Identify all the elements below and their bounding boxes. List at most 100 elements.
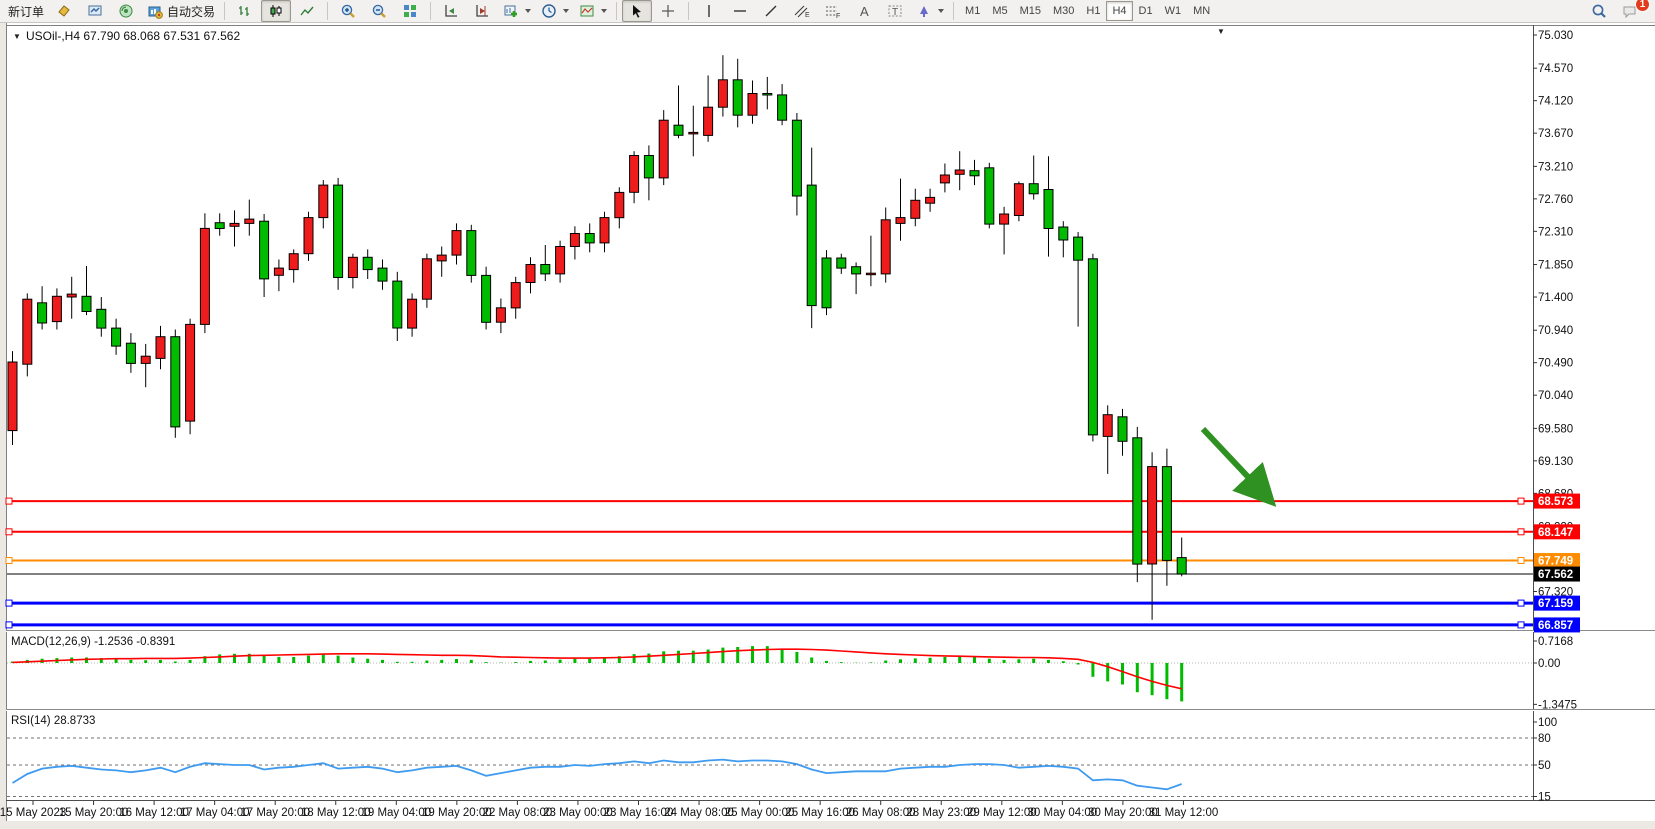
toolbar-separator xyxy=(688,2,690,20)
horizontal-line-button[interactable] xyxy=(725,0,755,22)
crosshair-button[interactable] xyxy=(653,0,683,22)
bar-chart-button[interactable] xyxy=(230,0,260,22)
pane-separator-rsi[interactable] xyxy=(6,709,1655,711)
cursor-button[interactable] xyxy=(622,0,653,22)
svg-text:72.760: 72.760 xyxy=(1538,194,1573,206)
horizontal-line-objects[interactable] xyxy=(5,497,1533,629)
channel-icon: E xyxy=(793,2,811,20)
vertical-line-icon xyxy=(700,2,718,20)
timeframe-m5-button[interactable]: M5 xyxy=(992,5,1008,17)
svg-text:25 May 16:00: 25 May 16:00 xyxy=(785,807,855,819)
macd-label: MACD(12,26,9) -1.2536 -0.8391 xyxy=(11,636,175,648)
svg-text:A: A xyxy=(860,4,869,19)
svg-text:0.7168: 0.7168 xyxy=(1538,636,1573,648)
svg-text:75.030: 75.030 xyxy=(1538,30,1573,42)
bar-chart-icon xyxy=(236,2,254,20)
svg-text:26 May 08:00: 26 May 08:00 xyxy=(846,807,916,819)
svg-text:15: 15 xyxy=(1538,792,1551,804)
svg-text:23 May 00:00: 23 May 00:00 xyxy=(543,807,613,819)
line-chart-button[interactable] xyxy=(292,0,322,22)
timeframe-m15-button[interactable]: M15 xyxy=(1019,5,1041,17)
svg-text:71.850: 71.850 xyxy=(1538,260,1573,272)
svg-text:25 May 00:00: 25 May 00:00 xyxy=(725,807,795,819)
svg-text:71.400: 71.400 xyxy=(1538,292,1573,304)
new-chart-icon xyxy=(502,2,520,20)
pane-separator-macd[interactable] xyxy=(6,630,1655,632)
timeframe-m1-button[interactable]: M1 xyxy=(965,5,981,17)
notifications-button[interactable]: 1 xyxy=(1615,0,1650,22)
new-order-button[interactable]: 新订单 xyxy=(4,0,48,22)
new-order-ticket-button[interactable] xyxy=(49,0,79,22)
toolbar: 新订单 自动交易 xyxy=(0,0,1655,23)
terminal-button[interactable] xyxy=(80,0,110,22)
candlestick-chart-button[interactable] xyxy=(261,0,292,22)
zoom-in-button[interactable] xyxy=(333,0,363,22)
timeframe-mn-button[interactable]: MN xyxy=(1193,5,1211,17)
period-button[interactable] xyxy=(536,0,573,22)
chevron-down-icon xyxy=(938,9,945,13)
svg-text:67.159: 67.159 xyxy=(1538,598,1573,610)
macd-pane: 0.7168 0.00 -1.3475 xyxy=(7,636,1577,711)
chart-collapse-icon[interactable]: ▼ xyxy=(1217,27,1225,36)
chart-shift-button[interactable] xyxy=(467,0,497,22)
svg-text:15 May 20:00: 15 May 20:00 xyxy=(59,807,129,819)
candlestick-chart-icon xyxy=(267,2,285,20)
svg-text:24 May 08:00: 24 May 08:00 xyxy=(664,807,734,819)
fibonacci-button[interactable]: F xyxy=(818,0,848,22)
svg-text:74.120: 74.120 xyxy=(1538,96,1573,108)
vertical-line-button[interactable] xyxy=(694,0,724,22)
timeframe-h1-button[interactable]: H1 xyxy=(1086,5,1101,17)
trendline-button[interactable] xyxy=(756,0,786,22)
timeframe-d1-button[interactable]: D1 xyxy=(1138,5,1153,17)
channel-button[interactable]: E xyxy=(787,0,817,22)
text-button[interactable]: A xyxy=(849,0,879,22)
zoom-out-button[interactable] xyxy=(364,0,394,22)
auto-scroll-button[interactable] xyxy=(436,0,466,22)
horizontal-line-icon xyxy=(731,2,749,20)
fibonacci-icon: F xyxy=(824,2,842,20)
notification-badge: 1 xyxy=(1635,0,1650,12)
svg-text:19 May 04:00: 19 May 04:00 xyxy=(361,807,431,819)
annotation-arrow[interactable] xyxy=(1200,426,1277,507)
chevron-down-icon xyxy=(563,9,570,13)
chart-menu-icon[interactable]: ▼ xyxy=(13,32,21,41)
auto-trading-button[interactable]: 自动交易 xyxy=(142,0,219,22)
price-axis[interactable]: 75.030 74.570 74.120 73.670 73.210 72.760 72.3… xyxy=(1533,30,1580,633)
svg-text:29 May 12:00: 29 May 12:00 xyxy=(967,807,1037,819)
new-chart-button[interactable] xyxy=(498,0,535,22)
svg-text:80: 80 xyxy=(1538,733,1551,745)
svg-text:70.040: 70.040 xyxy=(1538,390,1573,402)
timeframe-h4-button[interactable]: H4 xyxy=(1106,1,1133,21)
svg-text:100: 100 xyxy=(1538,717,1557,729)
window-bottom-edge xyxy=(0,821,1655,829)
svg-text:70.490: 70.490 xyxy=(1538,358,1573,370)
tile-windows-button[interactable] xyxy=(395,0,425,22)
new-order-label: 新订单 xyxy=(8,4,45,19)
svg-text:69.130: 69.130 xyxy=(1538,456,1573,468)
svg-text:19 May 20:00: 19 May 20:00 xyxy=(422,807,492,819)
svg-text:23 May 16:00: 23 May 16:00 xyxy=(604,807,674,819)
search-button[interactable] xyxy=(1584,0,1614,22)
template-icon xyxy=(578,2,596,20)
svg-text:E: E xyxy=(805,12,810,19)
chart-canvas: 75.030 74.570 74.120 73.670 73.210 72.760 72.3… xyxy=(0,23,1655,829)
arrows-button[interactable] xyxy=(911,0,948,22)
timeframe-buttons: M1 M5 M15 M30 H1 H4 D1 W1 MN xyxy=(959,1,1216,21)
svg-text:72.310: 72.310 xyxy=(1538,226,1573,238)
zoom-in-icon xyxy=(339,2,357,20)
toolbar-separator xyxy=(616,2,618,20)
svg-text:T: T xyxy=(892,7,898,18)
signals-button[interactable] xyxy=(111,0,141,22)
timeframe-m30-button[interactable]: M30 xyxy=(1053,5,1075,17)
svg-text:67.320: 67.320 xyxy=(1538,587,1573,599)
text-label-button[interactable]: T xyxy=(880,0,910,22)
chart-shift-icon xyxy=(473,2,491,20)
template-button[interactable] xyxy=(574,0,611,22)
svg-text:74.570: 74.570 xyxy=(1538,63,1573,75)
svg-text:30 May 20:00: 30 May 20:00 xyxy=(1088,807,1158,819)
timeframe-w1-button[interactable]: W1 xyxy=(1164,5,1182,17)
svg-text:66.857: 66.857 xyxy=(1538,620,1573,632)
signal-icon xyxy=(117,2,135,20)
